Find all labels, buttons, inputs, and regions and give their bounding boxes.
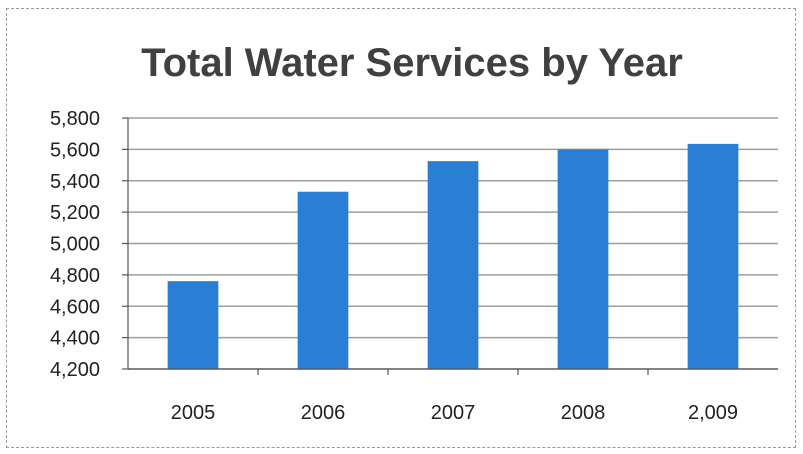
y-tick-label: 5,200 <box>50 202 100 224</box>
x-tick-label: 2006 <box>301 402 346 424</box>
x-tick-label: 2,009 <box>688 402 738 424</box>
bars <box>167 143 739 369</box>
chart-frame <box>6 8 796 448</box>
bar-2006 <box>297 191 349 369</box>
bar-2008 <box>557 149 609 369</box>
bar-2005 <box>167 281 219 369</box>
chart-title: Total Water Services by Year <box>141 41 683 85</box>
x-tick-label: 2007 <box>431 402 476 424</box>
y-tick-label: 5,000 <box>50 234 100 256</box>
y-tick-label: 5,800 <box>50 108 100 130</box>
y-tick-label: 4,600 <box>50 296 100 318</box>
bar-2009 <box>687 143 739 369</box>
x-axis-tick-labels: 2005 2006 2007 2008 2,009 <box>171 402 738 424</box>
y-axis-tick-labels: 5,800 5,600 5,400 5,200 5,000 4,800 4,600 4,400… <box>50 108 100 381</box>
x-tick-label: 2005 <box>171 402 216 424</box>
y-tick-label: 5,400 <box>50 171 100 193</box>
x-tick-label: 2008 <box>561 402 606 424</box>
y-tick-label: 4,400 <box>50 328 100 350</box>
y-tick-label: 4,800 <box>50 265 100 287</box>
axes <box>122 117 778 375</box>
y-tick-label: 4,200 <box>50 359 100 381</box>
y-tick-label: 5,600 <box>50 139 100 161</box>
bar-2007 <box>427 161 479 369</box>
